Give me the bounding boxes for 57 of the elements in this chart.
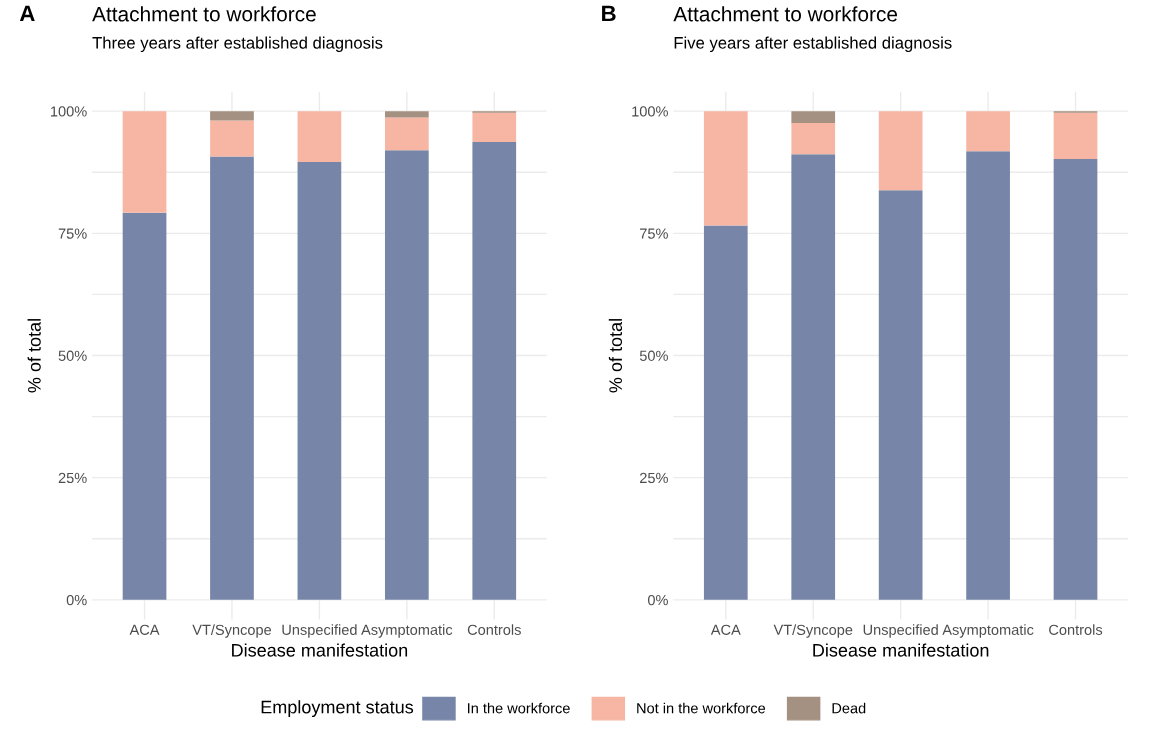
- bar: [210, 120, 254, 157]
- bar: [122, 111, 167, 213]
- x-tick-label: Asymptomatic: [942, 624, 1034, 638]
- bar: [966, 111, 1010, 152]
- chart-subtitle: Five years after established diagnosis: [674, 36, 952, 53]
- y-axis-title: % of total: [608, 319, 623, 393]
- bar: [878, 111, 923, 191]
- bar: [791, 154, 836, 600]
- y-tick-label: 50%: [639, 350, 668, 361]
- x-axis-title: Disease manifestation: [232, 643, 408, 657]
- bar: [384, 150, 429, 600]
- x-tick-label: Unspecified: [863, 624, 938, 638]
- chart-subtitle: Three years after established diagnosis: [92, 36, 383, 53]
- legend-label: In the workforce: [468, 702, 570, 714]
- bar: [297, 161, 342, 600]
- legend-title: Employment status: [261, 700, 414, 718]
- y-tick-label: 25%: [58, 472, 87, 484]
- text: A: [19, 5, 35, 22]
- y-tick-label: 50%: [58, 350, 87, 361]
- bar: [210, 111, 254, 121]
- x-tick-label: ACA: [129, 624, 160, 635]
- y-tick-label: 75%: [640, 228, 668, 239]
- bar: [791, 111, 836, 123]
- x-tick-label: Unspecified: [282, 624, 357, 638]
- bar: [472, 112, 517, 142]
- text: B: [602, 5, 616, 22]
- chart-title: Attachment to workforce: [92, 6, 316, 22]
- y-tick-label: 75%: [58, 228, 87, 239]
- y-axis-title: % of total: [27, 319, 41, 393]
- bar: [966, 151, 1010, 600]
- bar: [791, 122, 836, 155]
- y-tick-label: 25%: [640, 472, 668, 484]
- y-tick-label: 0%: [647, 594, 668, 606]
- bar: [384, 117, 429, 151]
- bar: [210, 156, 254, 600]
- x-tick-label: VT/Syncope: [192, 624, 272, 638]
- bar: [703, 225, 748, 600]
- y-tick-label: 100%: [632, 106, 668, 117]
- bar: [1053, 159, 1098, 600]
- y-tick-label: 0%: [66, 594, 87, 606]
- legend-label: Not in the workforce: [637, 702, 766, 714]
- bar: [878, 190, 923, 600]
- x-tick-label: VT/Syncope: [773, 624, 853, 638]
- bar: [384, 111, 429, 118]
- bar: [122, 212, 167, 600]
- legend-label: Dead: [832, 702, 866, 714]
- x-tick-label: Controls: [1049, 624, 1103, 635]
- chart-title: Attachment to workforce: [673, 6, 898, 22]
- x-tick-label: Controls: [467, 624, 521, 635]
- x-tick-label: Asymptomatic: [361, 624, 453, 638]
- x-axis-title: Disease manifestation: [813, 643, 989, 657]
- bar: [703, 111, 748, 226]
- x-tick-label: ACA: [710, 624, 741, 635]
- y-tick-label: 100%: [51, 106, 87, 117]
- bar: [297, 111, 342, 162]
- bar: [1053, 112, 1098, 160]
- bar: [472, 141, 517, 600]
